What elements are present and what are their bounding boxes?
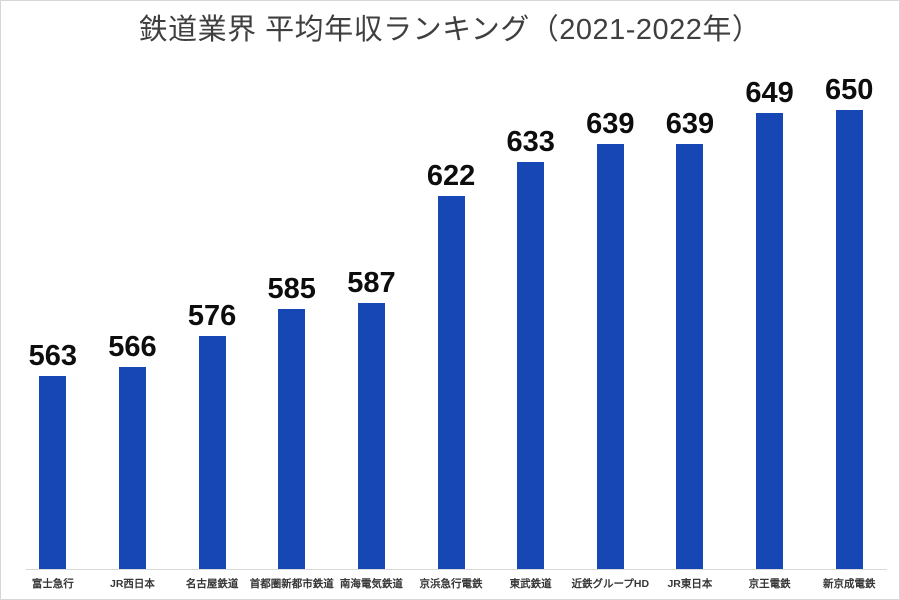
category-axis: 富士急行 JR西日本 名古屋鉄道 首都圏新都市鉄道 南海電気鉄道 京浜急行電鉄 東武鉄道 近鉄… bbox=[13, 575, 889, 591]
bar bbox=[278, 309, 306, 569]
category-label-text: 近鉄グループHD bbox=[571, 578, 650, 590]
bar-value-label: 563 bbox=[28, 340, 78, 372]
bar-slot: 587 bbox=[332, 1, 412, 569]
bar-slot: 639 bbox=[570, 1, 650, 569]
bar bbox=[756, 113, 784, 569]
bar-value-label: 639 bbox=[665, 108, 715, 140]
bar-value-label: 566 bbox=[108, 331, 157, 363]
bar-value-label: 587 bbox=[347, 267, 396, 299]
category-label: 近鉄グループHD bbox=[570, 575, 650, 591]
x-axis-line bbox=[26, 569, 887, 570]
bar-value-label: 585 bbox=[267, 273, 316, 305]
category-label: 京王電鉄 bbox=[730, 575, 810, 591]
category-label-text: JR西日本 bbox=[109, 578, 155, 590]
bar-slot: 633 bbox=[491, 1, 571, 569]
category-label-text: JR東日本 bbox=[667, 578, 713, 590]
category-label-text: 名古屋鉄道 bbox=[185, 578, 239, 590]
bar bbox=[39, 376, 67, 569]
bar-slot: 576 bbox=[172, 1, 252, 569]
category-label: 東武鉄道 bbox=[491, 575, 571, 591]
bar-value-label: 639 bbox=[586, 108, 635, 140]
bar bbox=[357, 303, 385, 569]
bar bbox=[437, 196, 465, 569]
bar-slot: 649 bbox=[730, 1, 810, 569]
category-label: JR西日本 bbox=[93, 575, 173, 591]
category-label-text: 南海電気鉄道 bbox=[339, 578, 403, 590]
bar-slot: 566 bbox=[93, 1, 173, 569]
category-label-text: 富士急行 bbox=[31, 578, 74, 590]
category-label: 首都圏新都市鉄道 bbox=[249, 575, 334, 591]
category-label-text: 京王電鉄 bbox=[748, 578, 791, 590]
bar-value-label: 650 bbox=[825, 74, 874, 106]
category-label-text: 東武鉄道 bbox=[509, 578, 552, 590]
category-label: JR東日本 bbox=[650, 575, 730, 591]
bar-slot: 650 bbox=[809, 1, 889, 569]
plot-area: 563 566 576 585 587 622 633 639 639 649 650 bbox=[13, 1, 889, 569]
bar-value-label: 622 bbox=[426, 160, 476, 192]
category-label: 富士急行 bbox=[13, 575, 93, 591]
category-label: 名古屋鉄道 bbox=[172, 575, 252, 591]
category-label-text: 首都圏新都市鉄道 bbox=[249, 578, 334, 590]
category-label: 新京成電鉄 bbox=[809, 575, 889, 591]
bar-slot: 563 bbox=[13, 1, 93, 569]
chart-title: 鉄道業界 平均年収ランキング（2021-2022年） bbox=[138, 14, 762, 46]
bar-slot: 639 bbox=[650, 1, 730, 569]
bar bbox=[118, 367, 146, 569]
category-label: 南海電気鉄道 bbox=[332, 575, 412, 591]
bar-slot: 585 bbox=[252, 1, 332, 569]
bar bbox=[517, 162, 545, 569]
bar bbox=[596, 144, 624, 569]
bar-value-label: 649 bbox=[745, 77, 794, 109]
category-label-text: 新京成電鉄 bbox=[822, 578, 876, 590]
bar-value-label: 633 bbox=[506, 126, 555, 158]
category-label: 京浜急行電鉄 bbox=[411, 575, 491, 591]
bar bbox=[676, 144, 704, 569]
bar-slot: 622 bbox=[411, 1, 491, 569]
bar bbox=[198, 336, 226, 569]
bar-value-label: 576 bbox=[187, 300, 237, 332]
bar bbox=[835, 110, 863, 569]
category-label-text: 京浜急行電鉄 bbox=[419, 578, 483, 590]
